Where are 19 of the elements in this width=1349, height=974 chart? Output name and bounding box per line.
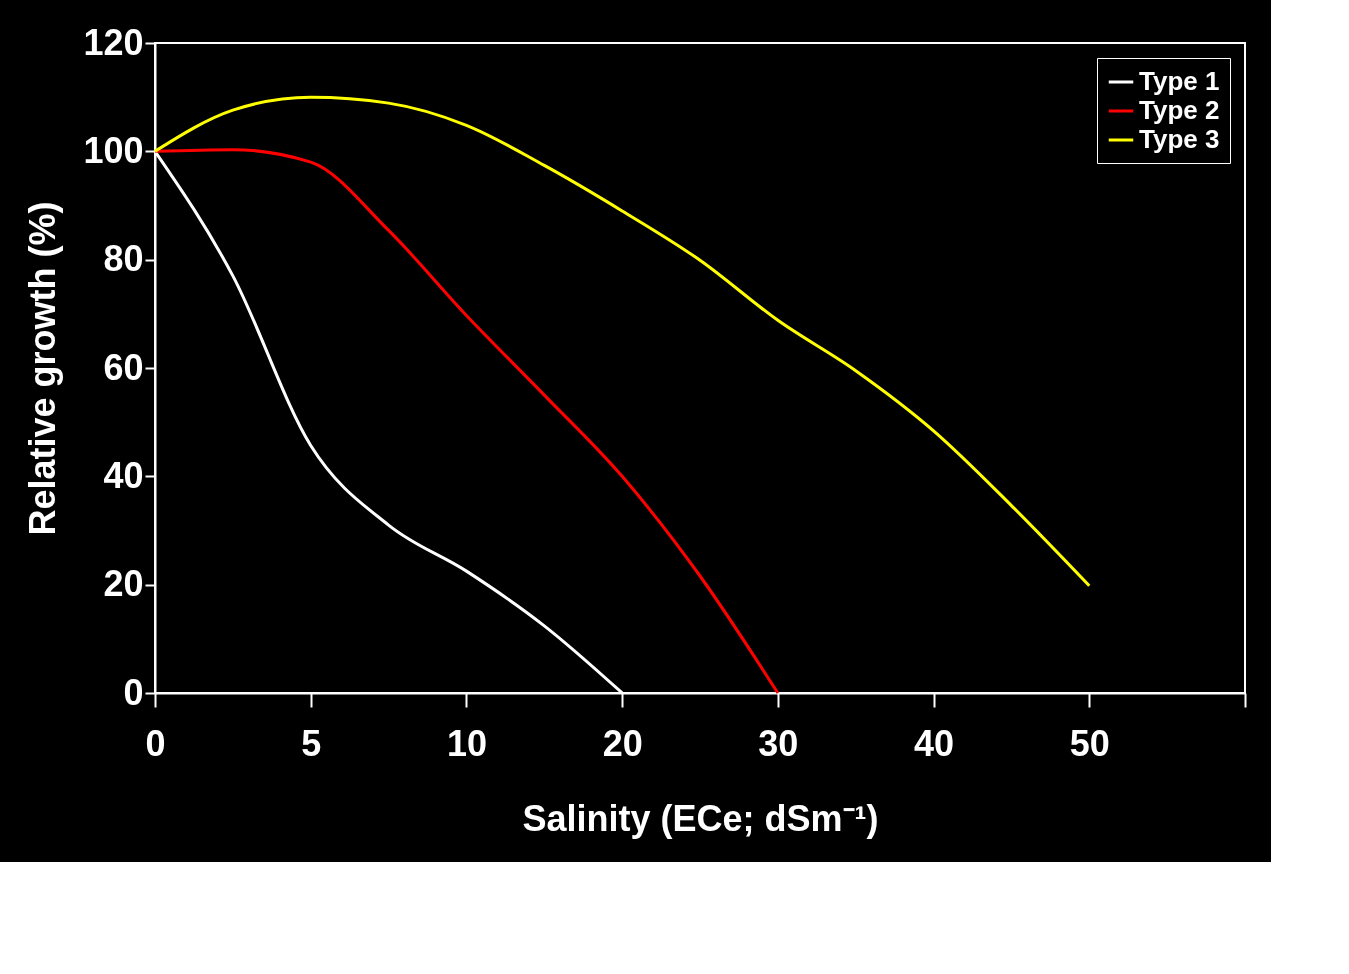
x-tick-label: 40 — [914, 722, 955, 764]
line-series — [153, 95, 1091, 588]
y-tick-label: 80 — [103, 238, 144, 280]
x-tick-label: 10 — [446, 722, 487, 764]
x-tick-label: 30 — [758, 722, 799, 764]
legend-label: Type 2 — [1139, 95, 1220, 125]
y-tick-label: 40 — [103, 454, 144, 496]
legend-label: Type 3 — [1139, 124, 1220, 154]
y-tick-label: 0 — [123, 671, 144, 713]
y-axis-title: Relative growth (%) — [22, 201, 64, 536]
y-tick-label: 20 — [103, 563, 144, 605]
x-tick-label: 5 — [301, 722, 322, 764]
y-tick-label: 60 — [103, 346, 144, 388]
x-tick-label: 50 — [1069, 722, 1110, 764]
y-tick-label: 120 — [83, 21, 144, 63]
x-axis-title: Salinity (ECe; dSm⁻¹) — [522, 797, 879, 839]
y-tick-label: 100 — [83, 129, 144, 171]
x-tick-label: 20 — [602, 722, 643, 764]
legend-label: Type 1 — [1139, 66, 1220, 96]
